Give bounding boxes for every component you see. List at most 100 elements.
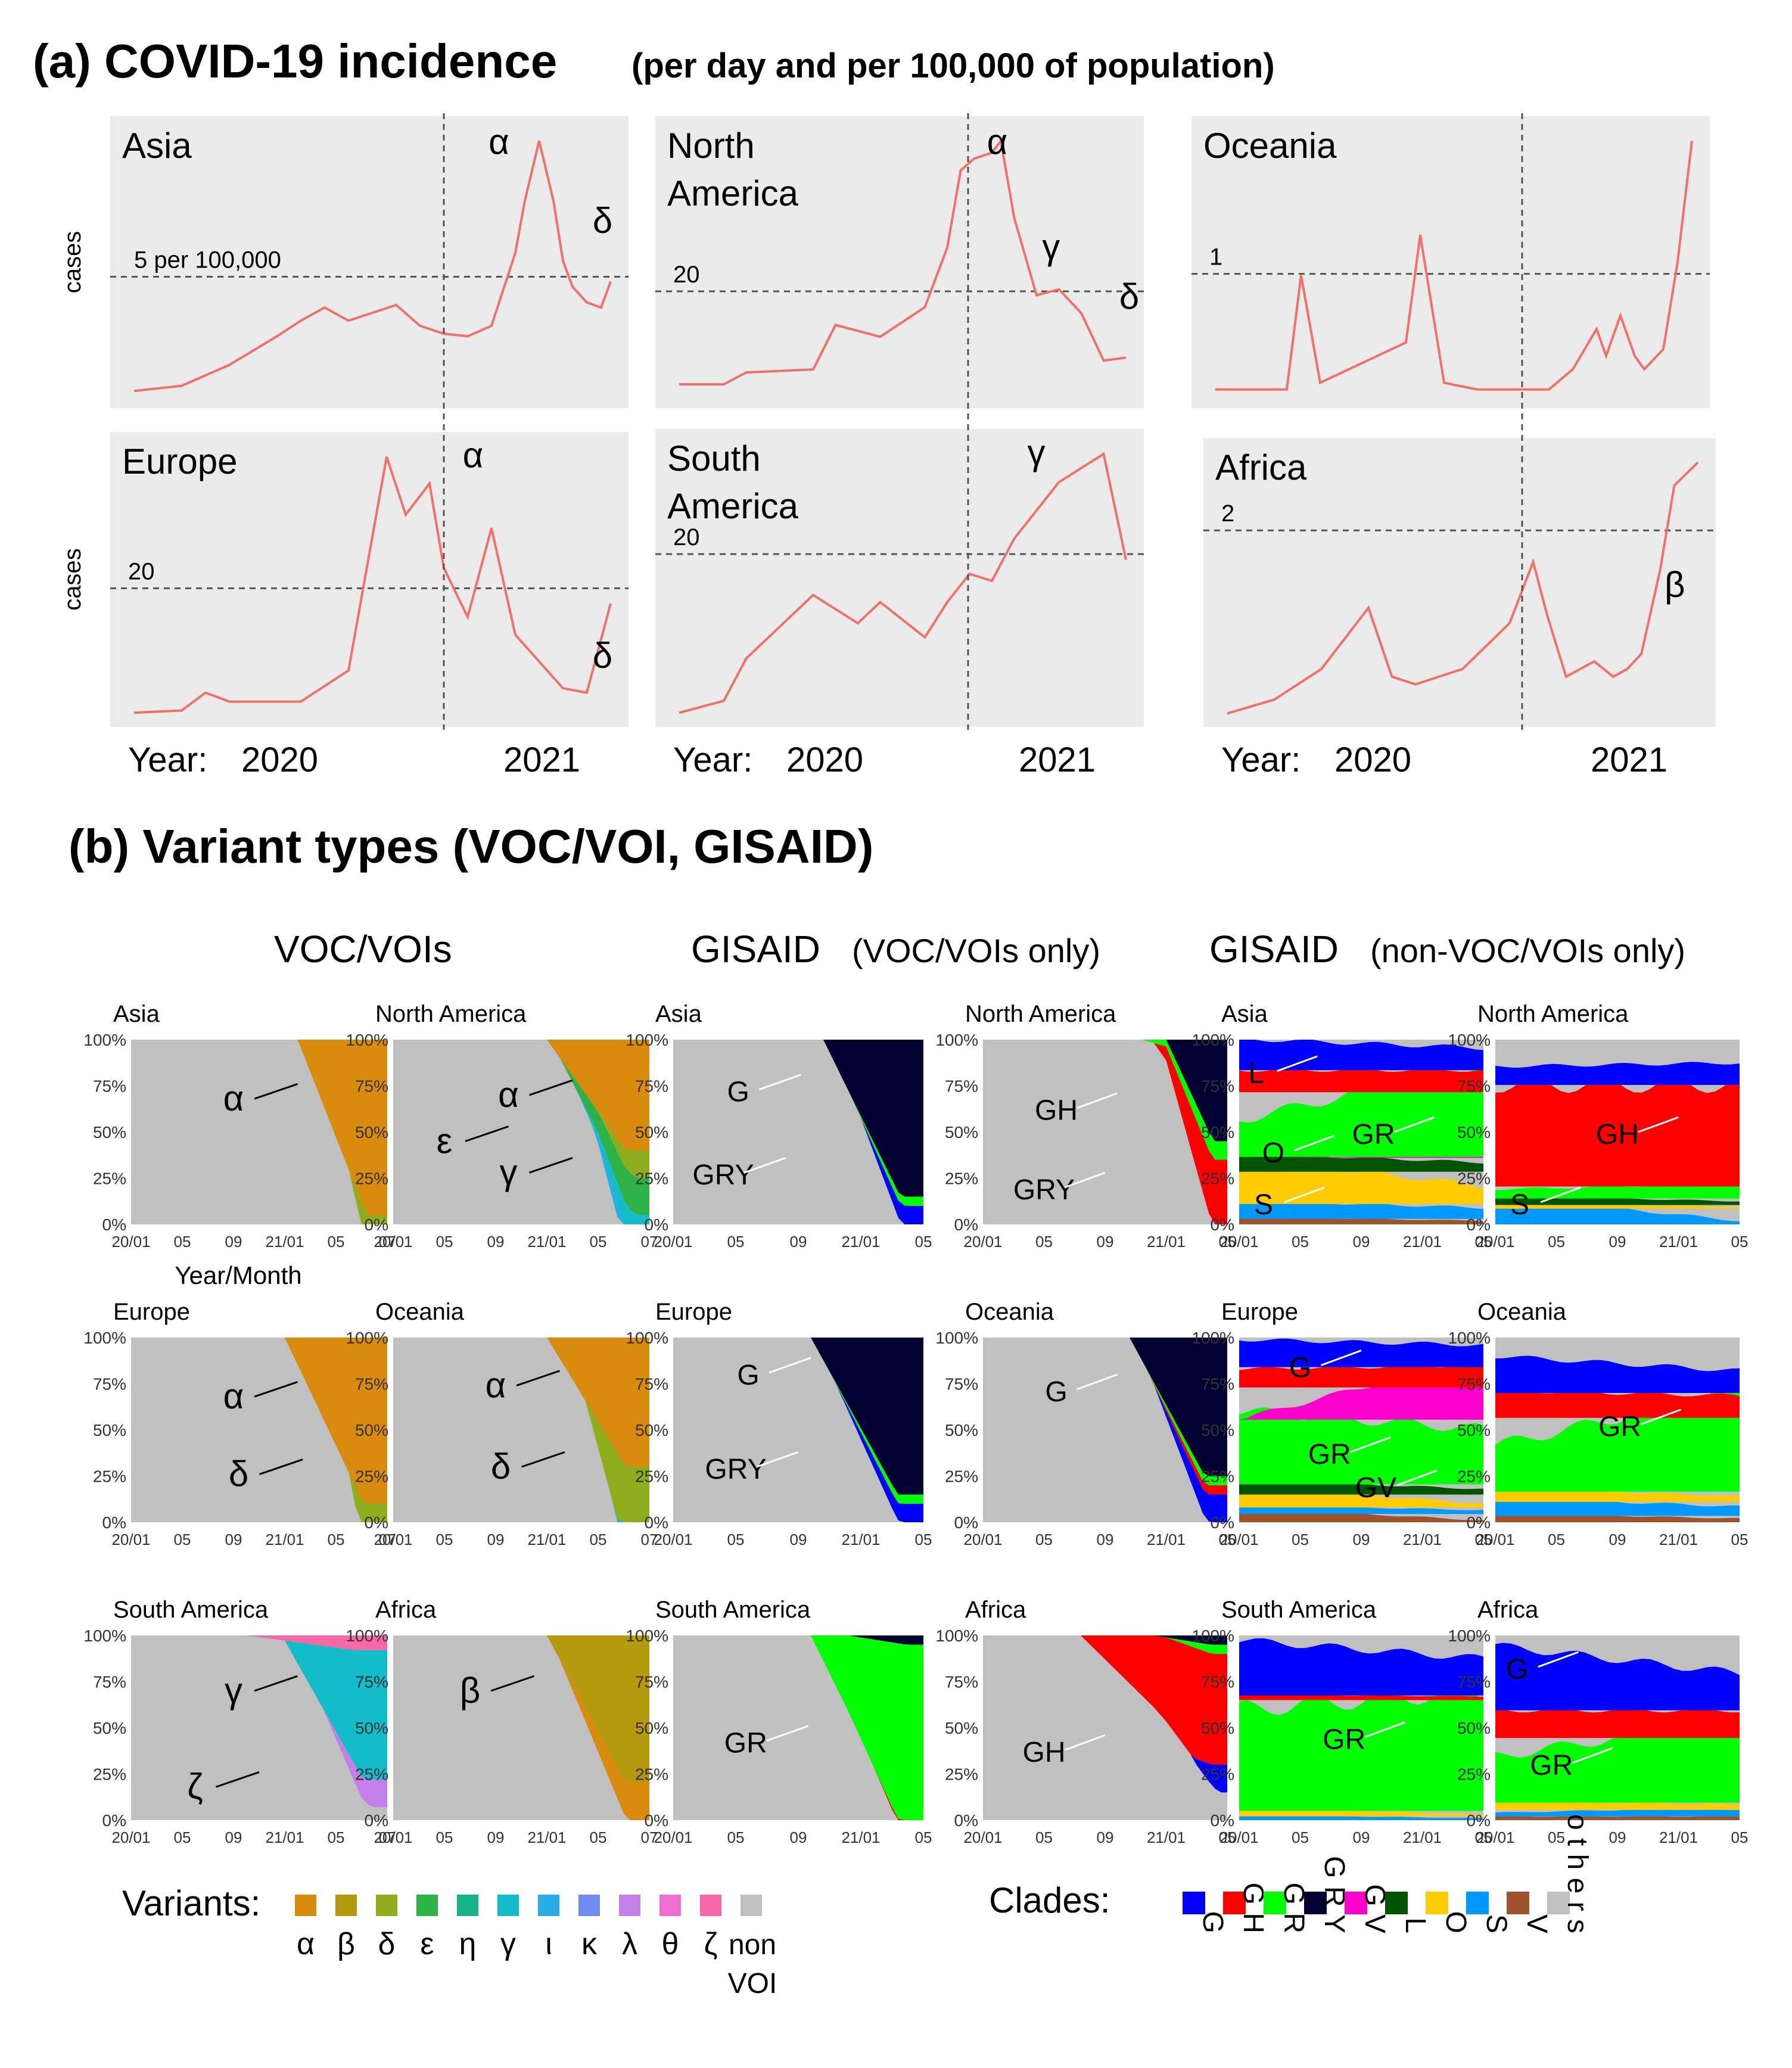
variant-legend-item: α [295,1895,316,1961]
legend-swatch [457,1895,478,1916]
reference-label: 20 [128,558,155,584]
annotation-leader [521,1451,565,1468]
figure-b-title: (b) Variant types (VOC/VOI, GISAID) [69,820,873,873]
x-tick-label: 21/01 [265,1531,304,1548]
x-tick-label: 07 [379,1531,396,1548]
legend-swatch [1426,1892,1448,1914]
annotation-leader [743,1156,786,1174]
x-tick-label: 05 [1219,1828,1236,1846]
y-tick-label: 75% [945,1077,978,1096]
variant-annotation: δ [229,1454,248,1494]
area-layer-gry [673,1635,923,1645]
x-tick-label: 20/01 [963,1828,1002,1846]
y-tick-label: 100% [1448,1031,1491,1049]
y-tick-label: 25% [355,1467,388,1486]
annotation-leader [1540,1186,1582,1204]
variant-annotation: GR [1308,1439,1351,1470]
y-tick-label: 75% [1457,1077,1491,1096]
variant-annotation: GRY [692,1159,754,1191]
annotation-leader [1572,1747,1613,1764]
y-tick-label: 100% [346,1627,388,1645]
panel-region-label: South America [655,1597,811,1623]
y-tick-label: 25% [1201,1765,1234,1784]
annotation-leader [1364,1721,1406,1738]
x-tick-label: 05 [174,1233,191,1251]
variant-annotation: GR [724,1728,767,1759]
x-tick-label: 05 [436,1531,453,1548]
x-tick-label: 21/01 [1659,1233,1698,1251]
clade-legend-item: o t h e r s [1547,1814,1593,1933]
y-tick-label: 100% [83,1329,126,1347]
area-layer-gry [983,1635,1227,1645]
legend-label: O [1440,1911,1471,1933]
variant-label: α [987,122,1008,162]
area-band-gh [1495,1708,1740,1739]
y-tick-label: 100% [626,1329,668,1347]
voc-panel-oceania: Oceania 100% 75% 50% 25% 0%20/01 05 09 21/01 05 07… [346,1299,658,1548]
y-tick-label: 50% [945,1719,978,1737]
legend-label: G [1197,1911,1228,1933]
x-tick-label: 05 [328,1233,345,1251]
x-tick-label: 05 [1292,1828,1309,1846]
legend-label: λ [622,1927,637,1961]
y-tick-label: 75% [635,1077,668,1096]
legend-swatch [700,1895,721,1916]
variant-legend-item: ε [416,1895,438,1961]
panel-background [1191,116,1710,408]
area-layer-g [983,1338,1227,1522]
x-tick-label: 20/01 [654,1828,692,1846]
legend-label: η [459,1927,477,1961]
annotation-leader [516,1370,560,1387]
area-layer-lambda [131,1635,387,1808]
x-tick-label: 05 [1219,1531,1236,1548]
variant-annotation: G [727,1077,749,1108]
x-tick-label: 21/01 [1147,1828,1186,1846]
area-layer-alpha [393,1040,649,1150]
x-tick-label: 09 [225,1531,242,1548]
legend-label: δ [378,1927,396,1961]
x-tick-label: 05 [436,1828,453,1846]
y-tick-label: 0% [1211,1513,1234,1532]
legend-swatch [1264,1892,1286,1914]
x-tick-label: 05 [1475,1531,1492,1548]
x-tick-label: 05 [1035,1233,1053,1251]
x-tick-label: 21/01 [265,1828,304,1846]
variant-annotation: GR [1598,1411,1641,1443]
annotation-leader [259,1459,303,1475]
x-tick-label: 05 [1219,1233,1236,1251]
y-tick-label: 100% [1191,1329,1234,1347]
y-tick-label: 0% [365,1811,388,1830]
y-tick-label: 50% [1201,1719,1234,1737]
variant-annotation: α [498,1075,519,1115]
variant-annotation: α [223,1078,244,1118]
x-tick-label: 09 [790,1233,807,1251]
gv-panel-asia: Asia 100% 75% 50% 25% 0%20/01 05 09 21/01 05 G GRY [626,1001,932,1251]
y-tick-label: 50% [1457,1421,1491,1439]
annotation-leader [1350,1436,1391,1453]
annotation-leader [1396,1469,1438,1487]
variant-label: β [1665,565,1685,605]
x-axis-title: Year/Month [175,1261,301,1289]
area-band-g [1495,1062,1740,1085]
y-tick-label: 50% [635,1123,668,1142]
y-tick-label: 25% [1457,1467,1491,1486]
x-tick-label: 09 [1353,1531,1370,1548]
annotation-leader [766,1725,809,1742]
y-tick-label: 75% [93,1673,126,1691]
y-tick-label: 75% [93,1375,126,1394]
y-tick-label: 0% [102,1215,126,1234]
clade-legend-item: S [1466,1892,1512,1933]
panel-background [110,432,629,727]
legend-swatch [1547,1892,1570,1914]
x-tick-label: 05 [727,1828,745,1846]
legend-label: β [337,1927,355,1961]
y-tick-label: 0% [645,1811,668,1830]
x-tick-label: 21/01 [527,1828,566,1846]
x-tick-label: 05 [328,1531,345,1548]
area-layer-alpha [393,1338,649,1467]
y-tick-label: 0% [954,1811,978,1830]
y-tick-label: 0% [102,1811,126,1830]
x-tick-label: 05 [915,1531,932,1548]
